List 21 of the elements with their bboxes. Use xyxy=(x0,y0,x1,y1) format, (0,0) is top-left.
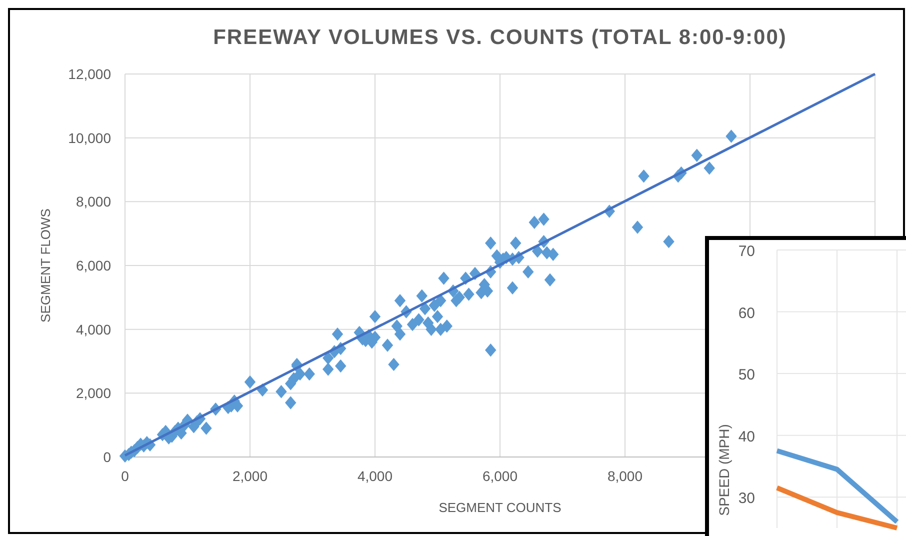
chart-title: FREEWAY VOLUMES VS. COUNTS (TOTAL 8:00-9:00) xyxy=(213,26,787,49)
y-tick-label: 70 xyxy=(738,243,755,260)
y-tick-label: 30 xyxy=(738,490,755,508)
y-tick-label: 2,000 xyxy=(76,385,112,402)
y-axis-title: SEGMENT FLOWS xyxy=(38,208,53,322)
y-tick-label: 4,000 xyxy=(76,321,112,338)
x-axis-title: SEGMENT COUNTS xyxy=(438,500,562,515)
x-tick-label: 2,000 xyxy=(232,468,268,484)
y-tick-label: 10,000 xyxy=(68,130,112,146)
x-tick-label: 4,000 xyxy=(357,468,393,484)
y-tick-label: 40 xyxy=(738,428,755,446)
y-tick-label: 12,000 xyxy=(68,66,112,82)
y-tick-label: 0 xyxy=(103,449,112,465)
x-tick-label: 8,000 xyxy=(607,468,643,484)
y-tick-label: 8,000 xyxy=(76,194,112,210)
y-tick-label: 50 xyxy=(738,366,755,384)
y-tick-label: 6,000 xyxy=(76,258,112,274)
x-tick-label: 0 xyxy=(121,468,130,484)
x-tick-label: 6,000 xyxy=(482,468,518,484)
y-axis-title: SPEED (MPH) xyxy=(716,424,732,516)
y-tick-label: 60 xyxy=(738,304,755,322)
